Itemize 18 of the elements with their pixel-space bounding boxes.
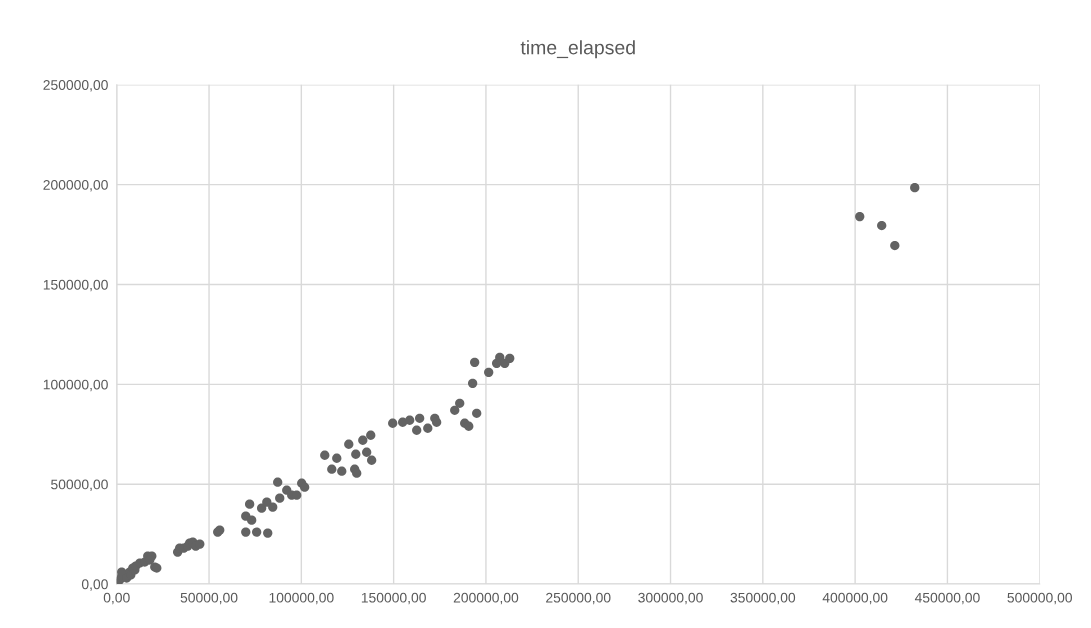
y-tick-label: 100000,00 — [43, 379, 108, 392]
y-tick-label: 50000,00 — [51, 479, 108, 491]
y-tick-label: 200000,00 — [43, 179, 108, 192]
y-tick-label: 150000,00 — [43, 279, 108, 292]
y-tick-label: 0,00 — [81, 579, 108, 591]
x-tick-label: 200000,00 — [453, 592, 519, 605]
x-tick-label: 250000,00 — [546, 592, 611, 605]
chart-title: time_elapsed — [520, 40, 635, 59]
x-tick-label: 50000,00 — [180, 592, 238, 605]
x-tick-label: 500000,00 — [1007, 592, 1073, 605]
x-tick-label: 150000,00 — [361, 592, 426, 605]
x-tick-label: 450000,00 — [914, 592, 980, 605]
x-tick-label: 0,00 — [103, 592, 130, 605]
x-tick-label: 100000,00 — [269, 592, 334, 605]
y-tick-label: 250000,00 — [43, 80, 108, 92]
x-tick-label: 400000,00 — [822, 592, 888, 605]
x-tick-label: 300000,00 — [638, 592, 703, 605]
x-tick-label: 350000,00 — [730, 592, 796, 605]
